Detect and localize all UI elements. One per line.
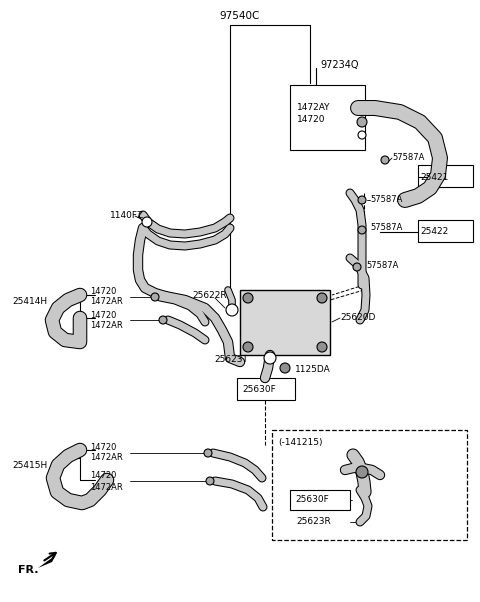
Text: (-141215): (-141215) [278, 438, 323, 447]
Circle shape [353, 263, 361, 271]
Circle shape [243, 342, 253, 352]
Text: 1472AR: 1472AR [90, 482, 123, 491]
Text: 14720: 14720 [90, 288, 116, 297]
Text: 57587A: 57587A [370, 196, 402, 205]
Bar [418, 165, 473, 187]
Circle shape [226, 304, 238, 316]
Circle shape [151, 293, 159, 301]
Text: 14720: 14720 [297, 116, 325, 125]
Circle shape [264, 352, 276, 364]
Text: 1472AR: 1472AR [90, 297, 123, 306]
Text: 57587A: 57587A [392, 154, 424, 163]
Bar [272, 430, 467, 540]
Text: 25630F: 25630F [242, 385, 276, 394]
Circle shape [357, 117, 367, 127]
Circle shape [358, 131, 366, 139]
Text: 1472AR: 1472AR [90, 320, 123, 329]
Circle shape [358, 226, 366, 234]
Circle shape [159, 316, 167, 324]
Text: 14720: 14720 [90, 444, 116, 453]
Circle shape [280, 363, 290, 373]
Bar [237, 378, 295, 400]
Text: 14720: 14720 [90, 471, 116, 480]
Bar [418, 220, 473, 242]
Text: 25620D: 25620D [340, 314, 375, 323]
Text: 97234Q: 97234Q [320, 60, 359, 70]
Circle shape [243, 293, 253, 303]
Text: 1472AR: 1472AR [90, 453, 123, 462]
Polygon shape [38, 555, 56, 568]
Text: 25422: 25422 [420, 228, 448, 237]
Text: 25414H: 25414H [12, 297, 47, 306]
Text: 25630F: 25630F [295, 495, 329, 504]
Text: 25421: 25421 [420, 173, 448, 181]
Circle shape [358, 196, 366, 204]
Circle shape [206, 477, 214, 485]
Text: 25623R: 25623R [296, 518, 331, 527]
Circle shape [356, 466, 368, 478]
Bar [290, 490, 350, 510]
Text: 57587A: 57587A [366, 261, 398, 270]
Text: 1472AY: 1472AY [297, 104, 331, 113]
Bar [240, 290, 330, 355]
Text: 25623T: 25623T [214, 356, 248, 364]
Text: 1140FZ: 1140FZ [110, 211, 144, 220]
Text: FR.: FR. [18, 565, 38, 575]
Circle shape [142, 217, 152, 227]
Circle shape [381, 156, 389, 164]
Text: 1125DA: 1125DA [295, 365, 331, 374]
Circle shape [204, 449, 212, 457]
Text: 25415H: 25415H [12, 461, 47, 470]
Circle shape [317, 293, 327, 303]
Text: 97540C: 97540C [220, 11, 260, 21]
Bar [290, 85, 365, 150]
Text: 14720: 14720 [90, 311, 116, 320]
Text: 57587A: 57587A [370, 223, 402, 232]
Text: 25622R: 25622R [192, 291, 227, 300]
Circle shape [317, 342, 327, 352]
